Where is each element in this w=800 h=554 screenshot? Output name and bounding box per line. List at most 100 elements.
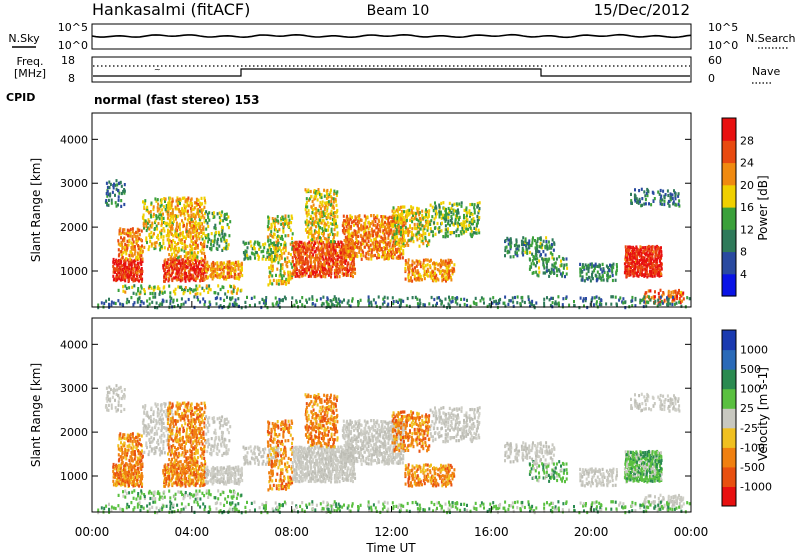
power-cell	[219, 218, 222, 223]
velocity-cell	[116, 468, 119, 472]
power-cell	[127, 234, 130, 238]
power-cell	[354, 267, 356, 271]
power-cell	[384, 221, 386, 225]
power-cell	[204, 198, 206, 203]
power-cell	[672, 200, 675, 204]
power-cell	[300, 251, 302, 255]
power-cell	[462, 220, 465, 224]
power-cell	[384, 247, 387, 251]
power-cell	[269, 233, 272, 237]
power-cell	[107, 193, 110, 197]
power-cell	[637, 274, 640, 278]
power-cell	[118, 191, 121, 195]
power-cell	[415, 232, 418, 236]
velocity-cell	[121, 460, 124, 464]
power-cell	[678, 204, 681, 208]
power-cell	[293, 267, 296, 271]
power-cell	[425, 221, 428, 225]
power-cell	[448, 201, 451, 205]
power-cell	[351, 259, 354, 263]
power-cell	[347, 245, 350, 250]
power-cell	[463, 208, 466, 212]
power-cell	[623, 271, 626, 275]
power-cell	[213, 240, 216, 244]
power-cell	[433, 261, 435, 265]
power-cell	[163, 290, 166, 294]
power-cell	[475, 302, 478, 306]
power-cell	[527, 297, 530, 301]
power-cell	[163, 279, 166, 283]
power-cell	[217, 264, 220, 269]
power-cell	[667, 297, 670, 301]
power-cell	[268, 216, 271, 220]
power-cell	[195, 223, 198, 228]
velocity-cell	[123, 407, 126, 412]
power-cell	[305, 203, 308, 207]
power-cell	[666, 303, 669, 307]
power-cell	[658, 263, 661, 268]
power-cell	[636, 265, 639, 269]
power-cell	[451, 231, 454, 235]
power-cell	[140, 286, 143, 290]
power-cell	[468, 209, 471, 213]
power-cell	[167, 233, 170, 237]
power-cell	[676, 294, 678, 298]
velocity-cell	[140, 443, 142, 447]
velocity-cell	[138, 442, 141, 446]
power-cell	[553, 271, 556, 275]
power-cell	[122, 289, 125, 293]
power-cell	[346, 237, 349, 241]
power-cell	[445, 228, 448, 232]
power-cell	[193, 255, 195, 259]
power-cell	[333, 215, 336, 219]
power-cell	[348, 303, 351, 308]
power-cell	[161, 302, 164, 307]
power-cell	[182, 302, 185, 306]
power-cell	[367, 233, 370, 237]
power-cell	[636, 200, 638, 204]
power-cell	[653, 259, 655, 263]
power-cell	[528, 257, 531, 261]
power-cell	[445, 207, 447, 212]
power-cell	[324, 256, 327, 260]
power-cell	[417, 273, 420, 277]
power-cell	[422, 228, 425, 232]
power-cell	[522, 253, 525, 257]
power-cell	[533, 256, 535, 260]
power-cell	[457, 221, 460, 225]
power-cell	[423, 277, 426, 281]
power-cell	[641, 265, 644, 269]
power-cell	[140, 267, 143, 271]
power-cell	[531, 238, 534, 242]
power-cell	[110, 201, 113, 205]
colorbar-swatch	[722, 140, 736, 164]
power-cell	[117, 239, 120, 243]
power-cell	[595, 300, 598, 304]
power-cell	[528, 250, 531, 255]
power-cell	[650, 203, 653, 207]
power-cell	[624, 245, 627, 249]
power-cell	[310, 221, 313, 225]
power-cell	[207, 240, 210, 244]
power-cell	[397, 206, 400, 210]
power-cell	[168, 270, 171, 274]
power-cell	[267, 215, 270, 219]
power-cell	[543, 266, 546, 270]
power-cell	[347, 240, 350, 244]
power-cell	[143, 289, 146, 294]
power-cell	[357, 234, 360, 238]
power-cell	[670, 195, 672, 199]
power-cell	[671, 196, 674, 201]
power-cell	[470, 229, 473, 233]
power-cell	[359, 233, 362, 237]
power-cell	[213, 215, 216, 219]
power-cell	[343, 247, 346, 251]
power-cell	[598, 302, 601, 307]
power-cell	[176, 265, 179, 269]
power-cell	[188, 216, 191, 220]
power-cell	[396, 219, 399, 223]
power-cell	[422, 258, 425, 262]
power-cell	[651, 245, 654, 249]
power-cell	[451, 296, 454, 300]
power-cell	[273, 254, 276, 258]
